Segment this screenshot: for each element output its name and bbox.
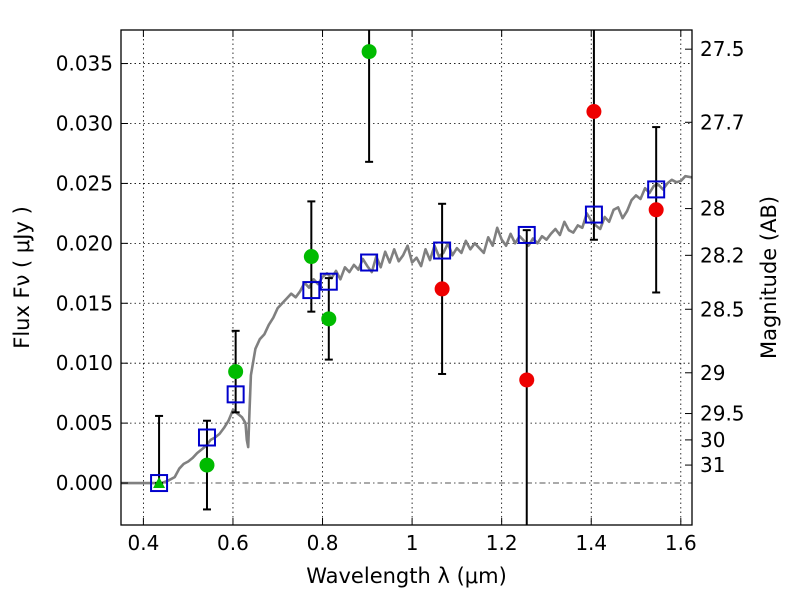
model-square-0 — [150, 474, 169, 493]
y-tick-labels: 0.000 0.005 0.010 0.015 0.020 0.025 0.030 0.035 — [56, 52, 113, 495]
x-tick-label-2: 0.8 — [307, 531, 339, 555]
axis-ticks — [121, 30, 692, 525]
mag-tick-label-7: 30 — [700, 428, 725, 452]
x-tick-label-4: 1.2 — [486, 531, 518, 555]
green-triangle-0 — [153, 477, 166, 489]
red-point-0 — [434, 281, 450, 297]
mag-tick-label-4: 28.5 — [700, 297, 745, 321]
y-tick-label-1: 0.005 — [56, 411, 113, 435]
mag-tick-label-1: 27.7 — [700, 110, 745, 134]
mag-tick-label-5: 29 — [700, 361, 725, 385]
x-tick-label-6: 1.6 — [665, 531, 697, 555]
model-square-6 — [433, 241, 452, 260]
green-point-4 — [361, 44, 377, 60]
green-point-0 — [199, 457, 215, 473]
red-point-3 — [648, 202, 664, 218]
y-axis-label: Flux Fν ( μJy ) — [10, 206, 34, 349]
y-tick-label-2: 0.010 — [56, 351, 113, 375]
green-point-3 — [321, 311, 337, 327]
green-point-1 — [228, 364, 244, 380]
model-square-5 — [360, 253, 379, 272]
green-point-2 — [303, 249, 319, 265]
model-square-8 — [584, 205, 603, 224]
model-square-7 — [517, 225, 536, 244]
x-tick-label-5: 1.4 — [575, 531, 607, 555]
x-tick-label-3: 1 — [406, 531, 419, 555]
y-tick-label-6: 0.030 — [56, 111, 113, 135]
y-tick-label-3: 0.015 — [56, 291, 113, 315]
red-point-2 — [586, 104, 602, 120]
mag-tick-label-3: 28.2 — [700, 243, 745, 267]
x-tick-labels: 0.4 0.6 0.8 1 1.2 1.4 1.6 — [127, 531, 696, 555]
mag-tick-label-6: 29.5 — [700, 402, 745, 426]
model-square-3 — [302, 281, 321, 300]
y-tick-label-4: 0.020 — [56, 231, 113, 255]
model-square-1 — [197, 428, 216, 447]
grid-lines — [121, 30, 692, 525]
model-square-2 — [226, 385, 245, 404]
model-spectrum-line — [121, 174, 693, 485]
red-point-1 — [519, 372, 535, 388]
plot-frame — [120, 29, 693, 526]
right-axis-label: Magnitude (AB) — [757, 196, 781, 359]
y-tick-label-5: 0.025 — [56, 171, 113, 195]
model-square-4 — [319, 272, 338, 291]
mag-tick-label-2: 28 — [700, 197, 725, 221]
y-tick-label-7: 0.035 — [56, 52, 113, 76]
x-axis-label: Wavelength λ (μm) — [306, 564, 507, 588]
mag-tick-label-0: 27.5 — [700, 37, 745, 61]
x-tick-label-1: 0.6 — [217, 531, 249, 555]
model-square-9 — [647, 180, 666, 199]
data-markers — [150, 44, 666, 493]
x-tick-label-0: 0.4 — [127, 531, 159, 555]
mag-tick-label-8: 31 — [700, 453, 725, 477]
y-tick-label-0: 0.000 — [56, 471, 113, 495]
